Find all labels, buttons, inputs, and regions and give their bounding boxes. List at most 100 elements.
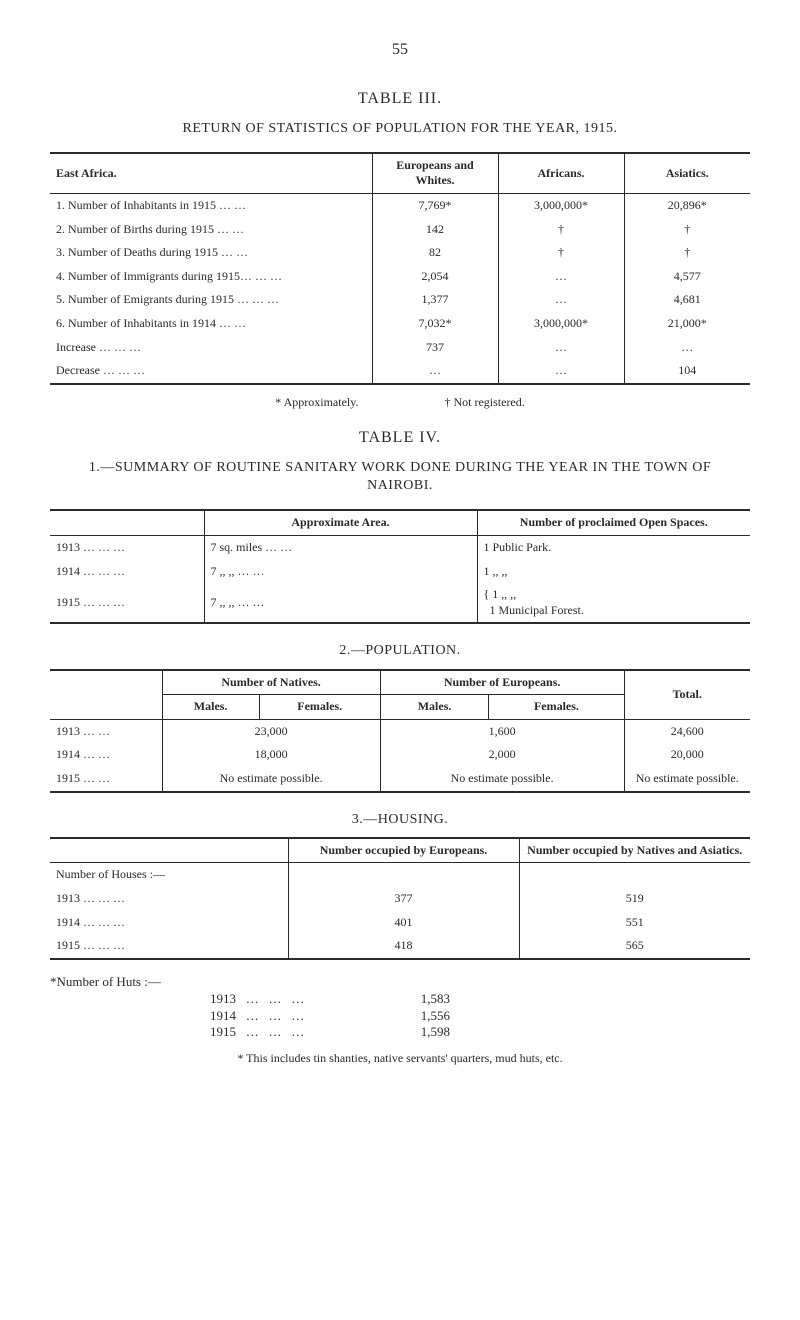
table-cell: 3,000,000* — [498, 312, 624, 336]
table4-title: TABLE IV. — [50, 428, 750, 449]
huts-year: 1913 … … … — [50, 991, 330, 1008]
housing-nat: 551 — [519, 911, 750, 935]
housing-euro: 418 — [288, 934, 519, 959]
housing-year: 1913 … … … — [50, 887, 288, 911]
table4-area: 7 sq. miles … … — [204, 536, 477, 560]
housing-nat: 565 — [519, 934, 750, 959]
table-row-label: 4. Number of Immigrants during 1915… … … — [50, 265, 372, 289]
housing-col-nat: Number occupied by Natives and Asiatics. — [519, 838, 750, 863]
table4-spaces: 1 Public Park. — [477, 536, 750, 560]
housing-group-label: Number of Houses :— — [50, 863, 288, 887]
table3-footnote-approx: * Approximately. — [275, 395, 358, 409]
table-cell: … — [498, 288, 624, 312]
table-cell: 104 — [624, 359, 750, 384]
table-cell: 1,377 — [372, 288, 498, 312]
population-table: Number of Natives. Number of Europeans. … — [50, 669, 750, 793]
table-cell: … — [498, 336, 624, 360]
pop-sub-females1: Females. — [259, 695, 380, 720]
huts-year: 1915 … … … — [50, 1024, 330, 1041]
pop-year: 1915 … … — [50, 767, 162, 792]
table-cell: 7,032* — [372, 312, 498, 336]
pop-sub-males1: Males. — [162, 695, 259, 720]
pop-europeans: No estimate possible. — [380, 767, 624, 792]
housing-heading: 3.—HOUSING. — [50, 811, 750, 829]
table3-footnotes: * Approximately. † Not registered. — [50, 395, 750, 411]
pop-natives: 23,000 — [162, 719, 380, 743]
housing-table: Number occupied by Europeans. Number occ… — [50, 837, 750, 960]
table-cell: 7,769* — [372, 193, 498, 217]
pop-europeans-header: Number of Europeans. — [380, 670, 624, 695]
table4-col-spaces: Number of proclaimed Open Spaces. — [477, 510, 750, 535]
table3-footnote-notreg: † Not registered. — [444, 395, 524, 409]
huts-value: 1,598 — [330, 1024, 450, 1041]
table-cell: 4,577 — [624, 265, 750, 289]
table-cell: 737 — [372, 336, 498, 360]
table-cell: 142 — [372, 218, 498, 242]
pop-sub-males2: Males. — [380, 695, 489, 720]
table-cell: 20,896* — [624, 193, 750, 217]
table4-spaces: { 1 ,, ,, 1 Municipal Forest. — [477, 583, 750, 623]
table-row-label: 5. Number of Emigrants during 1915 … … … — [50, 288, 372, 312]
table3-col0: East Africa. — [50, 153, 372, 194]
huts-year: 1914 … … … — [50, 1008, 330, 1025]
page-number: 55 — [50, 40, 750, 61]
table4-col-area: Approximate Area. — [204, 510, 477, 535]
table-row-label: Decrease … … … — [50, 359, 372, 384]
table-cell: 4,681 — [624, 288, 750, 312]
population-heading: 2.—POPULATION. — [50, 642, 750, 660]
table-cell: … — [372, 359, 498, 384]
table4-year: 1914 … … … — [50, 560, 204, 584]
housing-euro: 377 — [288, 887, 519, 911]
table3-heading: RETURN OF STATISTICS OF POPULATION FOR T… — [50, 120, 750, 138]
pop-total-header: Total. — [624, 670, 750, 720]
pop-europeans: 2,000 — [380, 743, 624, 767]
table-cell: 21,000* — [624, 312, 750, 336]
pop-total: No estimate possible. — [624, 767, 750, 792]
housing-year: 1915 … … … — [50, 934, 288, 959]
table-row-label: 3. Number of Deaths during 1915 … … — [50, 241, 372, 265]
table-cell: … — [624, 336, 750, 360]
table4-year: 1915 … … … — [50, 583, 204, 623]
pop-total: 24,600 — [624, 719, 750, 743]
housing-footnote: * This includes tin shanties, native ser… — [50, 1051, 750, 1067]
huts-label: *Number of Huts :— — [50, 974, 750, 991]
table3-col3: Asiatics. — [624, 153, 750, 194]
table-row-label: 2. Number of Births during 1915 … … — [50, 218, 372, 242]
table4-year: 1913 … … … — [50, 536, 204, 560]
table-cell: 82 — [372, 241, 498, 265]
pop-year: 1913 … … — [50, 719, 162, 743]
table-cell: … — [498, 265, 624, 289]
pop-europeans: 1,600 — [380, 719, 624, 743]
table-cell: 3,000,000* — [498, 193, 624, 217]
pop-sub-females2: Females. — [489, 695, 624, 720]
table-cell: † — [624, 241, 750, 265]
huts-value: 1,583 — [330, 991, 450, 1008]
table4: Approximate Area. Number of proclaimed O… — [50, 509, 750, 624]
table4-heading: 1.—SUMMARY OF ROUTINE SANITARY WORK DONE… — [54, 459, 746, 495]
housing-nat: 519 — [519, 887, 750, 911]
pop-total: 20,000 — [624, 743, 750, 767]
huts-value: 1,556 — [330, 1008, 450, 1025]
housing-year: 1914 … … … — [50, 911, 288, 935]
table3-col2: Africans. — [498, 153, 624, 194]
table4-area: 7 ,, ,, … … — [204, 583, 477, 623]
pop-natives: No estimate possible. — [162, 767, 380, 792]
table4-area: 7 ,, ,, … … — [204, 560, 477, 584]
table3-col1: Europeans and Whites. — [372, 153, 498, 194]
table-row-label: 6. Number of Inhabitants in 1914 … … — [50, 312, 372, 336]
table-cell: … — [498, 359, 624, 384]
table-row-label: 1. Number of Inhabitants in 1915 … … — [50, 193, 372, 217]
huts-block: *Number of Huts :— 1913 … … … 1,5831914 … — [50, 974, 750, 1067]
pop-natives-header: Number of Natives. — [162, 670, 380, 695]
table3-title: TABLE III. — [50, 89, 750, 110]
pop-natives: 18,000 — [162, 743, 380, 767]
table-row-label: Increase … … … — [50, 336, 372, 360]
table-cell: † — [624, 218, 750, 242]
table4-spaces: 1 ,, ,, — [477, 560, 750, 584]
table3: East Africa. Europeans and Whites. Afric… — [50, 152, 750, 385]
table-cell: † — [498, 218, 624, 242]
table-cell: 2,054 — [372, 265, 498, 289]
table-cell: † — [498, 241, 624, 265]
housing-col-euro: Number occupied by Europeans. — [288, 838, 519, 863]
housing-euro: 401 — [288, 911, 519, 935]
